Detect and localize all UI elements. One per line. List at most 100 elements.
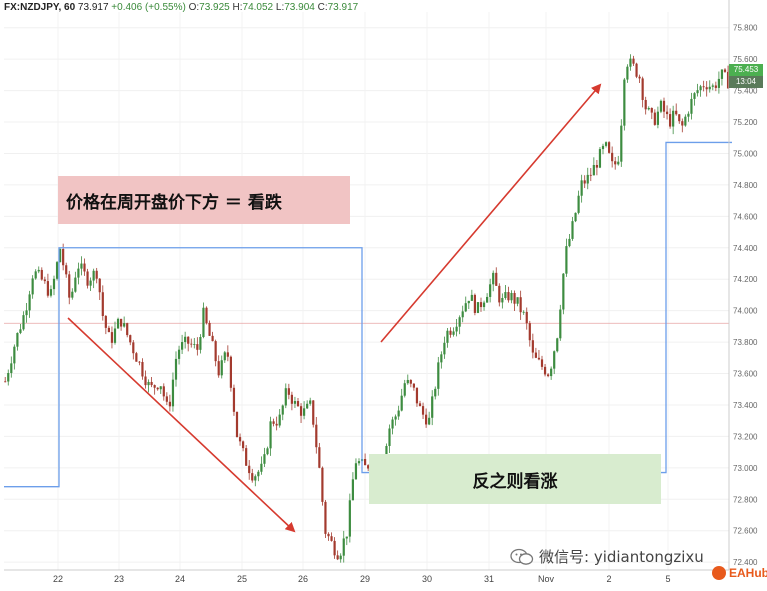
candle-body — [46, 281, 49, 296]
candle-body — [303, 408, 306, 416]
candle-body — [296, 401, 300, 407]
candle-body — [226, 352, 229, 357]
candle-body — [510, 292, 513, 301]
candle-body — [25, 310, 28, 316]
candle-body — [126, 323, 129, 336]
candle-body — [553, 351, 556, 369]
candle-body — [77, 268, 80, 278]
candle-body — [708, 86, 711, 90]
candle-body — [446, 330, 449, 343]
candle-body — [306, 403, 309, 409]
candle-body — [604, 142, 608, 146]
candle-body — [705, 87, 708, 90]
candle-body — [574, 212, 577, 222]
candle-body — [318, 447, 321, 468]
candle-body — [589, 174, 592, 176]
candle-body — [174, 358, 178, 380]
candle-body — [681, 121, 684, 126]
candle-body — [394, 416, 397, 420]
eahub-logo: EAHub — [712, 566, 767, 580]
candle-body — [31, 278, 34, 295]
candle-body — [425, 414, 428, 425]
candle-body — [104, 315, 107, 328]
candle-body — [577, 195, 580, 213]
candle-body — [550, 368, 553, 377]
candle-body — [492, 272, 495, 285]
candle-body — [391, 419, 394, 429]
candle-body — [473, 294, 476, 313]
candle-body — [675, 110, 678, 115]
candle-body — [110, 332, 114, 343]
candle-body — [717, 78, 720, 88]
candle-body — [312, 400, 315, 425]
candle-body — [357, 461, 361, 464]
candle-body — [522, 311, 525, 313]
candle-body — [55, 262, 59, 279]
candle-body — [684, 116, 687, 126]
candle-body — [580, 180, 583, 196]
candle-body — [486, 296, 489, 303]
candle-body — [123, 323, 126, 327]
candle-body — [608, 142, 611, 153]
candle-body — [86, 271, 89, 286]
candle-body — [263, 454, 266, 464]
high-value: 74.052 — [242, 2, 274, 13]
candle-body — [257, 471, 260, 477]
candle-body — [168, 401, 171, 407]
candle-body — [397, 410, 400, 417]
candle-body — [662, 100, 666, 112]
candle-body — [266, 448, 269, 455]
last-price: 73.917 — [77, 2, 109, 13]
candle-body — [482, 302, 486, 308]
x-tick-label: 26 — [298, 574, 308, 584]
candle-body — [220, 360, 223, 376]
candle-body — [7, 373, 10, 382]
candle-body — [238, 437, 242, 442]
candle-body — [412, 383, 415, 388]
candle-body — [519, 297, 522, 313]
open-key: O: — [188, 2, 200, 13]
candle-body — [171, 379, 175, 407]
candle-body — [428, 417, 431, 425]
candle-body — [388, 428, 391, 446]
candle-body — [571, 221, 574, 239]
candle-body — [275, 423, 278, 426]
eahub-text: EAHub — [729, 566, 767, 580]
candle-body — [720, 69, 724, 79]
candle-body — [278, 414, 281, 426]
candle-body — [507, 292, 510, 301]
candle-body — [568, 238, 571, 247]
candle-body — [199, 337, 202, 350]
candle-body — [696, 90, 699, 94]
y-tick-label: 75.600 — [733, 55, 758, 64]
x-tick-label: 2 — [606, 574, 611, 584]
candle-body — [333, 540, 336, 556]
candle-body — [726, 71, 730, 89]
open-value: 73.925 — [199, 2, 230, 13]
candle-body — [690, 98, 693, 114]
y-tick-label: 73.000 — [733, 464, 758, 473]
candle-body — [367, 465, 370, 469]
candle-body — [543, 366, 547, 375]
candle-body — [113, 328, 117, 343]
candle-body — [693, 93, 696, 99]
candle-body — [547, 374, 550, 377]
candle-body — [403, 383, 406, 396]
bullish-annotation: 反之则看涨 — [369, 454, 661, 504]
y-tick-label: 75.400 — [733, 87, 758, 96]
bar-time-badge: 13:04 — [729, 76, 763, 88]
candle-body — [211, 335, 214, 342]
candle-body — [650, 107, 653, 113]
candle-body — [22, 315, 25, 330]
candle-body — [364, 459, 367, 466]
candle-body — [321, 467, 324, 502]
candle-body — [92, 270, 95, 281]
candle-body — [635, 63, 638, 77]
candle-body — [251, 473, 254, 481]
candle-body — [71, 291, 74, 298]
candle-body — [272, 421, 275, 424]
candle-body — [421, 406, 425, 415]
wechat-icon — [510, 548, 534, 565]
candle-body — [315, 424, 318, 448]
y-tick-label: 75.800 — [733, 24, 758, 33]
